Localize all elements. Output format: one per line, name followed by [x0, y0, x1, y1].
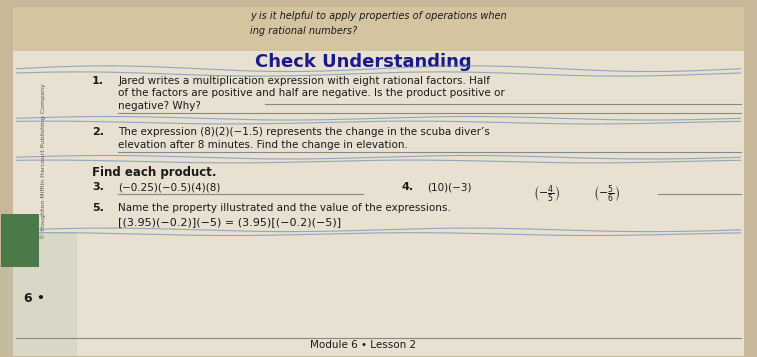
FancyBboxPatch shape [2, 214, 39, 267]
Text: $\left(-\frac{4}{5}\right)$: $\left(-\frac{4}{5}\right)$ [533, 184, 560, 205]
Text: ing rational numbers?: ing rational numbers? [250, 26, 357, 36]
Text: 4.: 4. [401, 182, 413, 192]
Text: elevation after 8 minutes. Find the change in elevation.: elevation after 8 minutes. Find the chan… [118, 140, 408, 150]
FancyBboxPatch shape [2, 232, 76, 356]
Text: of the factors are positive and half are negative. Is the product positive or: of the factors are positive and half are… [118, 88, 505, 98]
Text: Jared writes a multiplication expression with eight rational factors. Half: Jared writes a multiplication expression… [118, 76, 491, 86]
FancyBboxPatch shape [13, 7, 744, 51]
Text: The expression (8)(2)(−1.5) represents the change in the scuba diver’s: The expression (8)(2)(−1.5) represents t… [118, 127, 491, 137]
Text: 5.: 5. [92, 203, 104, 213]
Text: Check Understanding: Check Understanding [255, 53, 472, 71]
Text: 1.: 1. [92, 76, 104, 86]
Text: Module 6 • Lesson 2: Module 6 • Lesson 2 [310, 340, 416, 350]
FancyBboxPatch shape [13, 7, 744, 356]
Text: negative? Why?: negative? Why? [118, 101, 201, 111]
Text: [(3.95)(−0.2)](−5) = (3.95)[(−0.2)(−5)]: [(3.95)(−0.2)](−5) = (3.95)[(−0.2)(−5)] [118, 217, 341, 227]
Text: (10)(−3): (10)(−3) [428, 182, 472, 192]
Text: Find each product.: Find each product. [92, 166, 217, 179]
Text: Name the property illustrated and the value of the expressions.: Name the property illustrated and the va… [118, 203, 451, 213]
Text: $\left(-\frac{5}{6}\right)$: $\left(-\frac{5}{6}\right)$ [593, 184, 621, 205]
Text: 3.: 3. [92, 182, 104, 192]
Text: 6 •: 6 • [24, 292, 45, 305]
Text: (−0.25)(−0.5)(4)(8): (−0.25)(−0.5)(4)(8) [118, 182, 221, 192]
Text: 2.: 2. [92, 127, 104, 137]
Text: y is it helpful to apply properties of operations when: y is it helpful to apply properties of o… [250, 11, 507, 21]
Text: © Houghton Mifflin Harcourt Publishing Company: © Houghton Mifflin Harcourt Publishing C… [40, 83, 45, 239]
